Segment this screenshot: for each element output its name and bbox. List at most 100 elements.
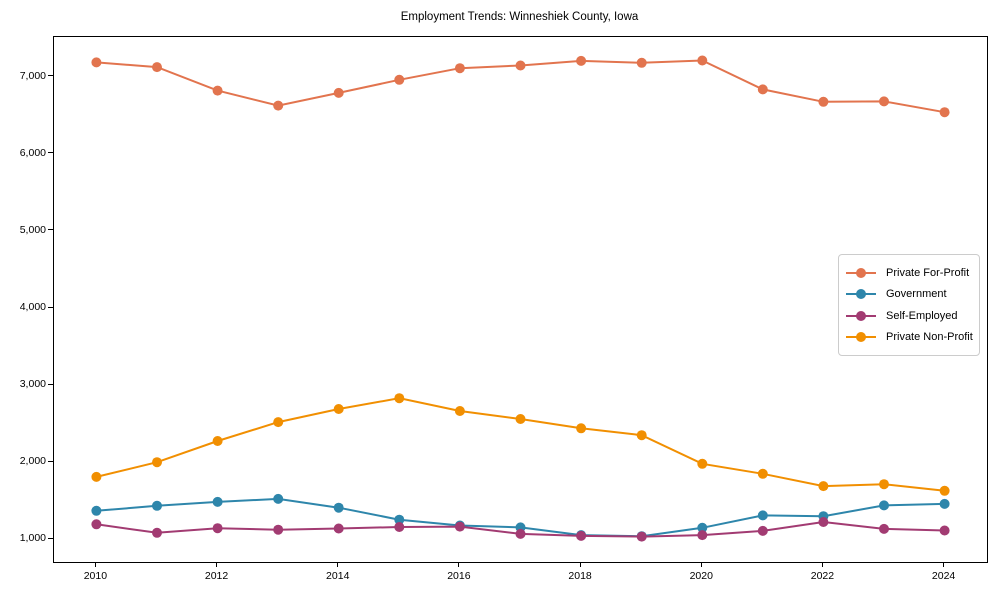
data-point	[818, 96, 829, 107]
data-point	[394, 522, 405, 532]
y-tick-mark	[48, 75, 53, 77]
data-point	[91, 519, 102, 530]
y-tick-label: 1,000	[19, 532, 46, 545]
y-tick-mark	[48, 306, 53, 308]
data-point	[394, 393, 405, 404]
data-point	[152, 500, 162, 511]
legend-line-marker-icon	[846, 332, 876, 343]
x-tick-mark	[943, 562, 945, 567]
data-point	[939, 107, 950, 118]
data-point	[394, 74, 405, 85]
x-tick-label: 2024	[931, 570, 956, 582]
legend-item: Private For-Profit	[839, 262, 979, 284]
series-private-for-profit	[91, 55, 950, 118]
data-point	[939, 525, 950, 536]
data-point	[91, 505, 102, 516]
y-tick-label: 2,000	[19, 455, 46, 468]
y-tick-label: 3,000	[19, 378, 46, 391]
data-point	[212, 496, 223, 507]
data-point	[576, 530, 587, 541]
legend-line-marker-icon	[846, 310, 876, 321]
line-chart	[91, 55, 950, 542]
data-point	[818, 517, 829, 527]
data-point	[697, 522, 708, 533]
y-tick-mark	[48, 460, 53, 462]
x-tick-mark	[337, 562, 339, 567]
x-tick-label: 2022	[810, 570, 835, 582]
data-point	[697, 55, 708, 66]
x-tick-mark	[94, 562, 96, 567]
data-point	[273, 100, 284, 111]
data-point	[454, 406, 465, 416]
data-point	[152, 62, 162, 73]
y-tick-label: 4,000	[19, 301, 46, 314]
legend-line-marker-icon	[846, 267, 876, 278]
data-point	[515, 60, 526, 71]
data-point	[273, 524, 284, 535]
data-point	[818, 481, 829, 492]
data-point	[879, 96, 889, 107]
data-point	[576, 55, 587, 66]
x-tick-mark	[579, 562, 581, 567]
data-point	[212, 85, 223, 96]
data-point	[757, 525, 768, 536]
y-tick-mark	[48, 229, 53, 231]
legend-item: Government	[839, 284, 979, 306]
data-point	[879, 500, 889, 511]
chart-title: Employment Trends: Winneshiek County, Io…	[400, 11, 639, 23]
data-point	[273, 493, 284, 504]
x-tick-mark	[216, 562, 218, 567]
data-point	[757, 468, 768, 479]
data-point	[152, 527, 162, 538]
data-point	[757, 510, 768, 521]
x-tick-mark	[700, 562, 702, 567]
data-point	[333, 523, 344, 534]
data-point	[333, 502, 344, 513]
data-point	[636, 531, 647, 542]
x-tick-label: 2020	[689, 570, 713, 582]
x-tick-mark	[458, 562, 460, 567]
data-point	[879, 479, 889, 490]
data-point	[212, 523, 223, 534]
legend: Private For-Profit Government Self-Employe…	[838, 254, 980, 356]
y-tick-label: 7,000	[19, 69, 46, 82]
data-point	[757, 84, 768, 95]
x-tick-label: 2012	[204, 570, 229, 582]
series-self-employed	[91, 517, 950, 542]
plot-area	[53, 36, 988, 563]
data-point	[212, 436, 223, 446]
data-point	[454, 521, 465, 532]
data-point	[697, 530, 708, 541]
data-point	[939, 498, 950, 509]
data-point	[91, 57, 102, 68]
legend-line-marker-icon	[846, 289, 876, 300]
x-tick-mark	[821, 562, 823, 567]
legend-label: Self-Employed	[886, 309, 958, 322]
data-point	[454, 63, 465, 74]
data-point	[333, 404, 344, 414]
data-point	[636, 430, 647, 441]
data-point	[697, 458, 708, 469]
y-tick-mark	[48, 152, 53, 154]
data-point	[939, 485, 950, 496]
data-point	[515, 528, 526, 539]
y-tick-mark	[48, 537, 53, 539]
y-tick-label: 5,000	[19, 223, 46, 236]
x-tick-label: 2016	[447, 570, 471, 582]
data-point	[273, 417, 284, 428]
x-tick-label: 2018	[568, 570, 592, 582]
data-point	[515, 414, 526, 424]
y-tick-label: 6,000	[19, 146, 46, 159]
legend-label: Government	[886, 288, 947, 301]
x-tick-label: 2014	[326, 570, 350, 582]
x-tick-label: 2010	[83, 570, 108, 582]
legend-item: Self-Employed	[839, 305, 979, 327]
data-point	[152, 457, 162, 468]
legend-label: Private For-Profit	[886, 266, 970, 279]
series-private-non-profit	[91, 393, 950, 496]
data-point	[333, 87, 344, 98]
y-tick-mark	[48, 383, 53, 385]
legend-label: Private Non-Profit	[886, 331, 973, 344]
data-point	[879, 523, 889, 534]
